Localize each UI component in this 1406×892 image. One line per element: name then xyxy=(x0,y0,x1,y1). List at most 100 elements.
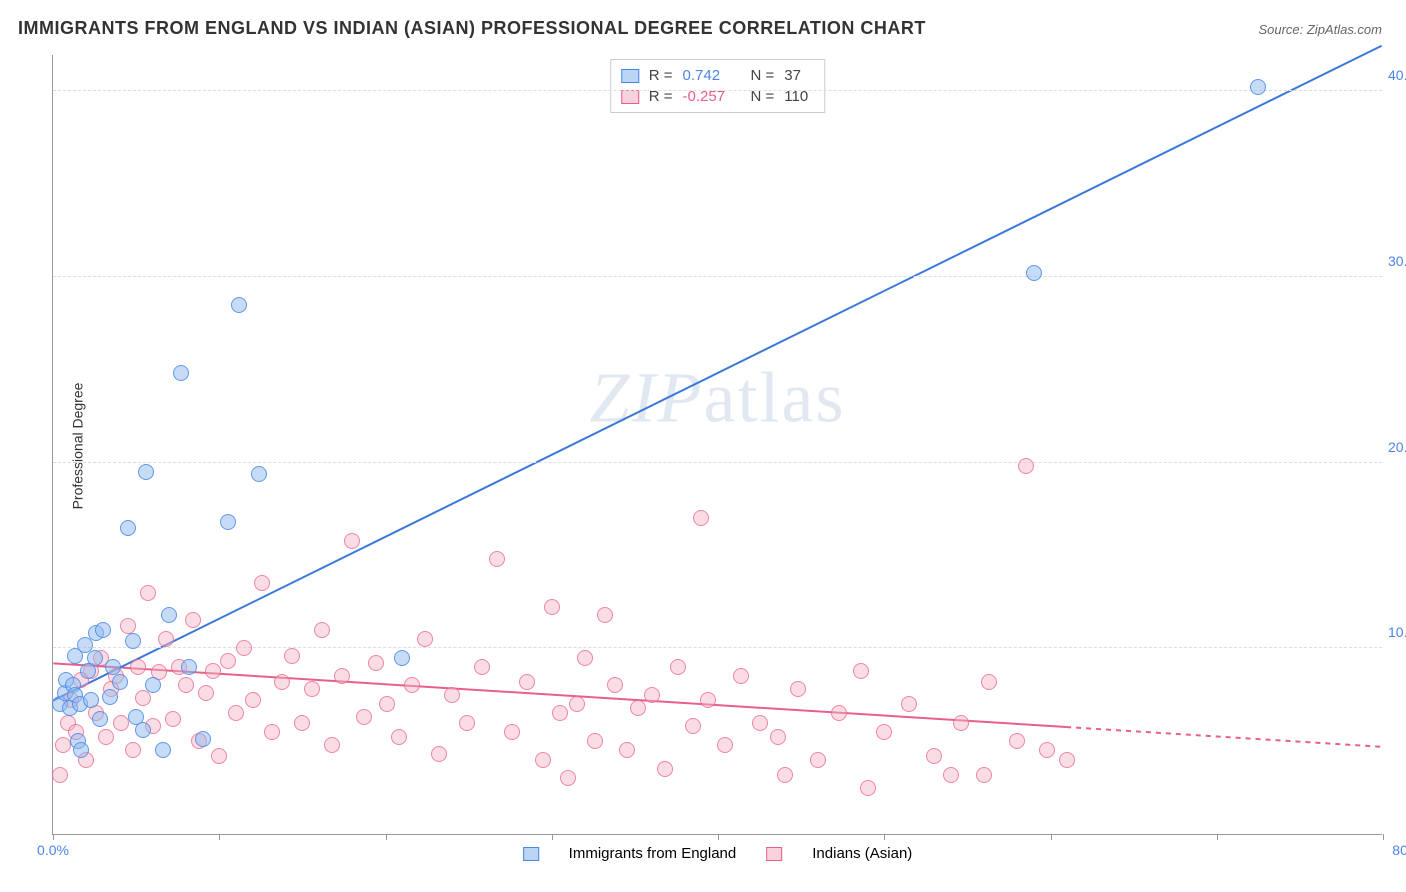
chart-title: IMMIGRANTS FROM ENGLAND VS INDIAN (ASIAN… xyxy=(18,18,926,39)
r-value-pink: -0.257 xyxy=(683,86,733,107)
data-point-pink xyxy=(619,742,635,758)
data-point-pink xyxy=(220,653,236,669)
data-point-blue xyxy=(92,711,108,727)
n-label: N = xyxy=(751,65,775,86)
gridline-h xyxy=(53,647,1382,648)
data-point-pink xyxy=(404,677,420,693)
data-point-pink xyxy=(670,659,686,675)
y-tick-label: 20.0% xyxy=(1388,439,1406,455)
data-point-blue xyxy=(135,722,151,738)
data-point-pink xyxy=(693,510,709,526)
watermark-atlas: atlas xyxy=(704,357,846,437)
data-point-blue xyxy=(220,514,236,530)
x-tick-label-first: 0.0% xyxy=(37,842,69,858)
data-point-pink xyxy=(700,692,716,708)
x-tick-mark xyxy=(552,834,553,840)
data-point-pink xyxy=(981,674,997,690)
data-point-blue xyxy=(181,659,197,675)
source-name: ZipAtlas.com xyxy=(1307,22,1382,37)
data-point-pink xyxy=(733,668,749,684)
data-point-pink xyxy=(245,692,261,708)
stats-row-pink: R = -0.257 N = 110 xyxy=(621,86,815,107)
swatch-blue-icon xyxy=(621,69,639,83)
x-tick-label-last: 80.0% xyxy=(1392,842,1406,858)
data-point-pink xyxy=(597,607,613,623)
data-point-pink xyxy=(185,612,201,628)
data-point-pink xyxy=(158,631,174,647)
data-point-pink xyxy=(130,659,146,675)
data-point-blue xyxy=(251,466,267,482)
data-point-blue xyxy=(161,607,177,623)
data-point-pink xyxy=(657,761,673,777)
data-point-pink xyxy=(368,655,384,671)
source-prefix: Source: xyxy=(1258,22,1306,37)
data-point-pink xyxy=(876,724,892,740)
n-value-pink: 110 xyxy=(784,86,814,107)
gridline-h xyxy=(53,276,1382,277)
data-point-pink xyxy=(831,705,847,721)
data-point-pink xyxy=(519,674,535,690)
source-attribution: Source: ZipAtlas.com xyxy=(1258,22,1382,37)
data-point-blue xyxy=(195,731,211,747)
legend-label-pink: Indians (Asian) xyxy=(812,845,912,862)
data-point-blue xyxy=(155,742,171,758)
data-point-pink xyxy=(630,700,646,716)
data-point-pink xyxy=(379,696,395,712)
x-tick-mark xyxy=(219,834,220,840)
data-point-blue xyxy=(125,633,141,649)
data-point-pink xyxy=(504,724,520,740)
correlation-stats-box: R = 0.742 N = 37 R = -0.257 N = 110 xyxy=(610,59,826,113)
data-point-blue xyxy=(87,650,103,666)
data-point-pink xyxy=(284,648,300,664)
data-point-pink xyxy=(98,729,114,745)
y-tick-label: 40.0% xyxy=(1388,67,1406,83)
data-point-pink xyxy=(274,674,290,690)
data-point-pink xyxy=(120,618,136,634)
data-point-pink xyxy=(304,681,320,697)
legend-label-blue: Immigrants from England xyxy=(569,845,737,862)
data-point-blue xyxy=(95,622,111,638)
data-point-pink xyxy=(607,677,623,693)
data-point-blue xyxy=(1026,265,1042,281)
data-point-pink xyxy=(535,752,551,768)
data-point-blue xyxy=(83,692,99,708)
x-tick-mark xyxy=(718,834,719,840)
data-point-pink xyxy=(459,715,475,731)
data-point-pink xyxy=(544,599,560,615)
data-point-pink xyxy=(236,640,252,656)
stats-row-blue: R = 0.742 N = 37 xyxy=(621,65,815,86)
data-point-pink xyxy=(587,733,603,749)
data-point-pink xyxy=(552,705,568,721)
data-point-pink xyxy=(770,729,786,745)
x-tick-mark xyxy=(884,834,885,840)
data-point-pink xyxy=(560,770,576,786)
data-point-blue xyxy=(112,674,128,690)
data-point-pink xyxy=(165,711,181,727)
data-point-pink xyxy=(943,767,959,783)
data-point-pink xyxy=(577,650,593,666)
data-point-pink xyxy=(125,742,141,758)
data-point-pink xyxy=(198,685,214,701)
data-point-blue xyxy=(394,650,410,666)
data-point-pink xyxy=(211,748,227,764)
data-point-blue xyxy=(138,464,154,480)
x-tick-mark xyxy=(1217,834,1218,840)
data-point-pink xyxy=(489,551,505,567)
data-point-pink xyxy=(431,746,447,762)
data-point-pink xyxy=(228,705,244,721)
r-label: R = xyxy=(649,65,673,86)
data-point-pink xyxy=(717,737,733,753)
data-point-pink xyxy=(417,631,433,647)
data-point-pink xyxy=(444,687,460,703)
data-point-pink xyxy=(140,585,156,601)
data-point-pink xyxy=(474,659,490,675)
data-point-pink xyxy=(113,715,129,731)
data-point-pink xyxy=(55,737,71,753)
data-point-pink xyxy=(644,687,660,703)
data-point-pink xyxy=(685,718,701,734)
data-point-pink xyxy=(569,696,585,712)
n-value-blue: 37 xyxy=(784,65,814,86)
data-point-pink xyxy=(52,767,68,783)
data-point-pink xyxy=(205,663,221,679)
data-point-blue xyxy=(105,659,121,675)
